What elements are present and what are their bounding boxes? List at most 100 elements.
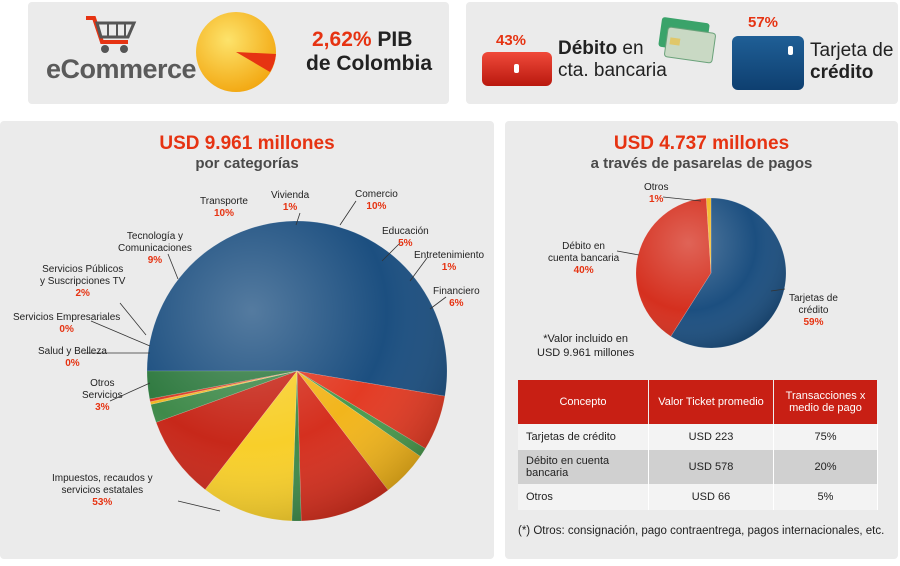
label-impuestos-pct: 53%	[92, 497, 113, 508]
label-educacion-name: Educación	[382, 226, 429, 237]
label-gw-otros-name: Otros	[644, 182, 669, 193]
leader-line	[409, 257, 428, 282]
gateways-pie-chart	[616, 196, 787, 349]
table-cell: Otros	[518, 484, 649, 510]
leader-line	[109, 382, 151, 402]
label-servicios-publicos: Servicios Públicos y Suscripciones TV 2%	[40, 264, 125, 300]
leader-line	[295, 212, 301, 226]
table-cell: 5%	[773, 484, 878, 510]
label-vivienda-name: Vivienda	[271, 190, 310, 201]
categories-shine	[147, 221, 447, 521]
label-otros-servicios: Otros Servicios 3%	[82, 378, 123, 414]
label-comercio-pct: 10%	[366, 201, 387, 212]
label-gw-tarjetas-name1: Tarjetas de	[789, 293, 838, 304]
table-header-concepto: Concepto	[518, 380, 649, 424]
debit-label-bold: Débito	[558, 38, 618, 59]
label-vivienda-pct: 1%	[282, 202, 298, 213]
gateways-title: USD 4.737 millones	[613, 133, 790, 154]
table-cell: USD 578	[648, 450, 774, 484]
debit-percent: 43%	[496, 32, 527, 49]
ticket-table: Concepto Valor Ticket promedio Transacci…	[518, 380, 878, 510]
label-servicios-publicos-pct: 2%	[75, 288, 90, 299]
label-impuestos-name1: Impuestos, recaudos y	[52, 473, 153, 484]
label-otros-name2: Servicios	[82, 390, 123, 401]
label-gw-debito-name1: Débito en	[562, 241, 605, 252]
label-gw-otros-pct: 1%	[649, 194, 664, 205]
table-header-valor: Valor Ticket promedio	[648, 380, 774, 424]
debit-label: Débito en cta. bancaria	[558, 38, 667, 82]
gateways-note-line1: *Valor incluido en	[543, 333, 628, 345]
credit-label-line1: Tarjeta de	[810, 40, 894, 61]
label-impuestos-name2: servicios estatales	[61, 485, 144, 496]
debit-label-en: en	[622, 38, 644, 59]
label-gw-tarjetas-pct: 59%	[803, 317, 824, 328]
label-entretenimiento-name: Entretenimiento	[414, 250, 485, 261]
label-salud-name: Salud y Belleza	[38, 346, 107, 357]
label-transporte: Transporte 10%	[200, 196, 248, 220]
gateways-subtitle: a través de pasarelas de pagos	[590, 155, 813, 172]
pib-percent-line: 2,62% PIB	[312, 28, 412, 52]
label-otros-pct: 3%	[95, 402, 110, 413]
cards-illustration-icon	[658, 17, 716, 64]
table-row: Débito en cuenta bancaria USD 578 20%	[518, 450, 878, 484]
credit-label: Tarjeta de crédito	[810, 40, 893, 84]
leader-line	[429, 296, 447, 310]
label-servicios-publicos-name1: Servicios Públicos	[42, 264, 124, 275]
leader-line	[770, 288, 786, 292]
label-financiero-pct: 6%	[449, 298, 464, 309]
table-row: Tarjetas de crédito USD 223 75%	[518, 424, 878, 450]
label-gw-debito-name2: cuenta bancaria	[548, 253, 620, 264]
leader-line	[167, 253, 179, 280]
table-header-transacciones: Transacciones x medio de pago	[773, 380, 878, 424]
label-otros-name1: Otros	[90, 378, 115, 389]
label-impuestos: Impuestos, recaudos y servicios estatale…	[52, 473, 153, 509]
label-entretenimiento: Entretenimiento 1%	[414, 250, 484, 274]
label-gw-debito: Débito en cuenta bancaria 40%	[548, 241, 619, 277]
table-cell: USD 66	[648, 484, 774, 510]
label-tecnologia-name1: Tecnología y	[126, 231, 184, 242]
label-servicios-empresariales: Servicios Empresariales 0%	[13, 312, 120, 336]
label-servicios-empresariales-pct: 0%	[59, 324, 74, 335]
pib-pie-icon	[196, 12, 276, 92]
debit-label-account: cta. bancaria	[558, 60, 667, 81]
gateways-note-line2: USD 9.961 millones	[537, 347, 635, 359]
label-servicios-publicos-name2: y Suscripciones TV	[40, 276, 126, 287]
pib-percent: 2,62%	[312, 28, 372, 51]
label-servicios-empresariales-name: Servicios Empresariales	[13, 312, 121, 323]
label-salud-belleza: Salud y Belleza 0%	[38, 346, 107, 370]
payment-split-panel: 43% Débito en cta. bancaria 57% Tarjeta …	[466, 2, 898, 104]
label-salud-pct: 0%	[65, 358, 80, 369]
label-educacion: Educación 5%	[382, 226, 429, 250]
table-cell: 20%	[773, 450, 878, 484]
label-financiero: Financiero 6%	[433, 286, 480, 310]
table-cell: Tarjetas de crédito	[518, 424, 649, 450]
leader-line	[90, 320, 151, 347]
label-comercio-name: Comercio	[355, 189, 398, 200]
table-cell: USD 223	[648, 424, 774, 450]
label-tecnologia: Tecnología y Comunicaciones 9%	[118, 231, 192, 267]
credit-label-line2: crédito	[810, 62, 874, 83]
gateways-shine	[636, 198, 786, 348]
label-vivienda: Vivienda 1%	[271, 190, 309, 214]
label-tecnologia-name2: Comunicaciones	[118, 243, 192, 254]
shopping-cart-icon	[86, 16, 137, 53]
label-transporte-pct: 10%	[213, 208, 234, 219]
label-comercio: Comercio 10%	[355, 189, 398, 213]
table-row: Otros USD 66 5%	[518, 484, 878, 510]
label-gw-tarjetas-name2: crédito	[798, 305, 829, 316]
table-cell: Débito en cuenta bancaria	[518, 450, 649, 484]
label-entretenimiento-pct: 1%	[441, 262, 457, 273]
leader-line	[381, 242, 401, 262]
categories-title: USD 9.961 millones	[159, 133, 335, 154]
leader-line	[662, 196, 702, 202]
label-educacion-pct: 5%	[398, 238, 413, 249]
leader-line	[616, 250, 640, 256]
label-gw-otros: Otros 1%	[644, 182, 668, 206]
credit-card-icon	[732, 36, 804, 90]
ecommerce-header-panel: eCommerce 2,62% PIB de Colombia	[28, 2, 449, 104]
pib-country: de Colombia	[306, 52, 433, 75]
categories-pie-chart	[84, 200, 448, 522]
gateways-chart-panel: USD 4.737 millones a través de pasarelas…	[505, 121, 898, 559]
table-cell: 75%	[773, 424, 878, 450]
label-financiero-name: Financiero	[433, 286, 480, 297]
